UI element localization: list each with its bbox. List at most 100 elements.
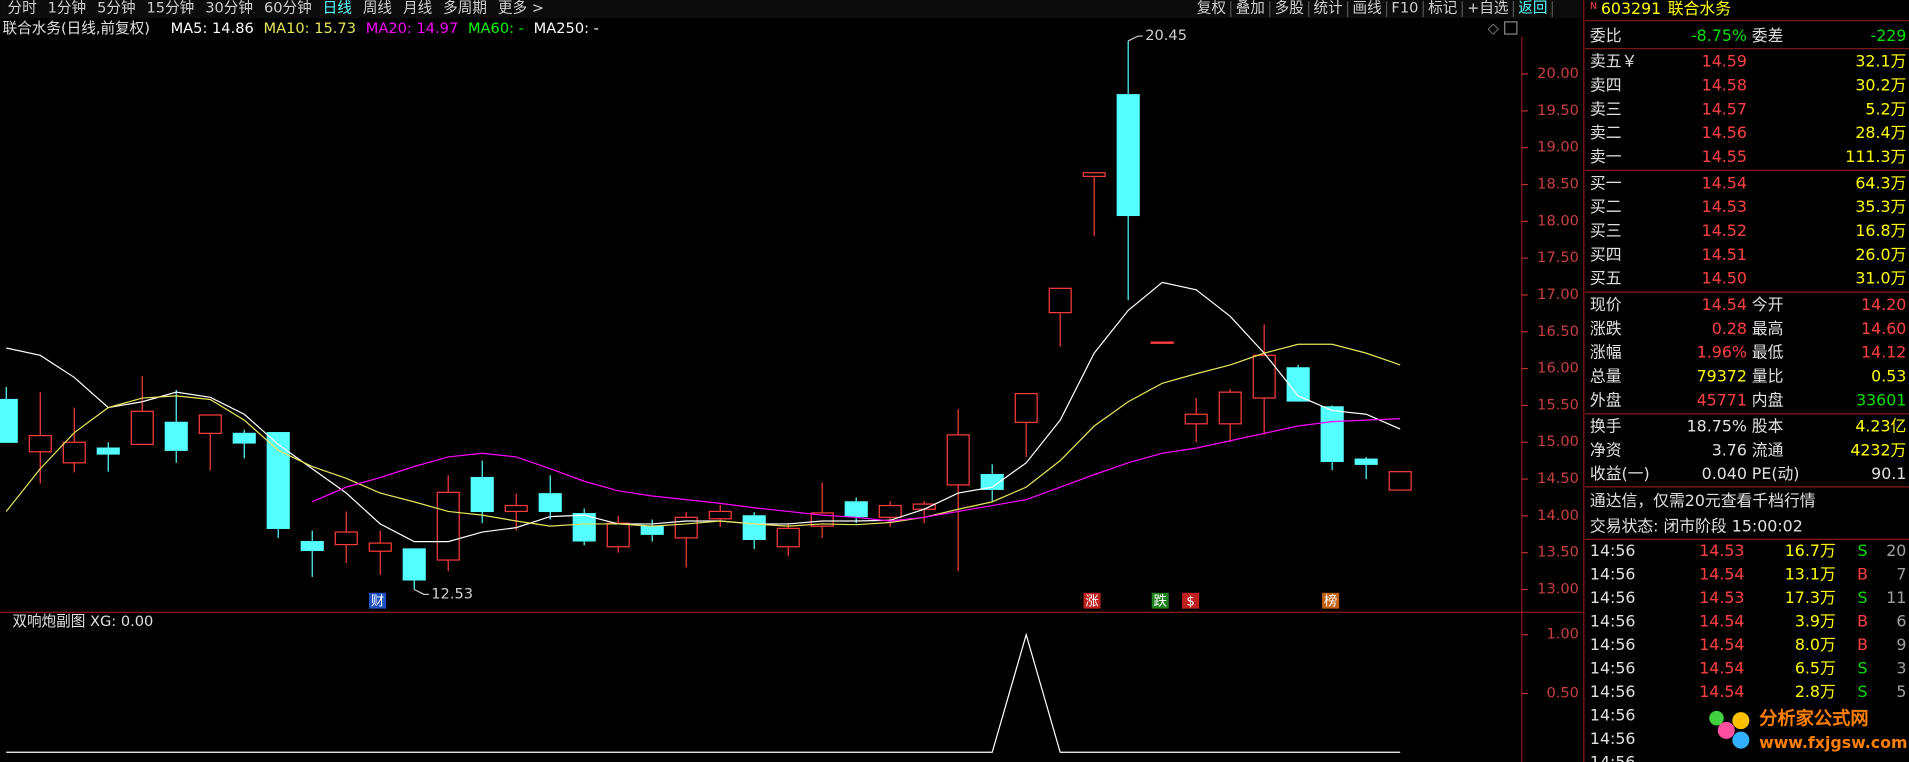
legend-entry: MA250: - bbox=[534, 20, 599, 37]
fund-cell: 净资 bbox=[1590, 440, 1622, 459]
toolbar-strip bbox=[0, 0, 1583, 19]
book-label: 卖四 bbox=[1590, 75, 1622, 94]
tool-button[interactable]: 复权 bbox=[1197, 0, 1227, 17]
candle-body bbox=[844, 501, 868, 518]
candle-body bbox=[402, 548, 426, 581]
fund-cell: 3.76 bbox=[1712, 440, 1747, 459]
book-volume: 32.1万 bbox=[1855, 52, 1906, 71]
trade-cell: 14:56 bbox=[1590, 682, 1636, 701]
tool-button[interactable]: 多股 bbox=[1275, 0, 1305, 17]
trade-cell: 14.53 bbox=[1699, 588, 1744, 607]
candle-body bbox=[164, 421, 188, 451]
period-tab[interactable]: 周线 bbox=[363, 0, 393, 17]
quote-cell: 14.20 bbox=[1861, 295, 1906, 314]
legend-entry: MA10: 15.73 bbox=[264, 20, 356, 37]
event-marker[interactable]: 榜 bbox=[1324, 592, 1337, 609]
quote-cell: 今开 bbox=[1752, 295, 1784, 314]
book-price: 14.54 bbox=[1702, 173, 1747, 192]
tool-button[interactable]: F10 bbox=[1391, 0, 1418, 17]
icon[interactable]: ◇ bbox=[1488, 20, 1500, 37]
notice[interactable]: 通达信，仅需20元查看千档行情 bbox=[1590, 491, 1816, 510]
y-tick-label: 14.50 bbox=[1537, 470, 1579, 487]
trade-cell: 7 bbox=[1896, 564, 1906, 583]
event-marker[interactable]: $ bbox=[1186, 594, 1195, 609]
trade-cell: 16.7万 bbox=[1785, 541, 1836, 560]
book-price: 14.53 bbox=[1702, 197, 1747, 216]
candle-body bbox=[1184, 413, 1208, 425]
trade-cell: S bbox=[1858, 658, 1868, 677]
period-tab[interactable]: 15分钟 bbox=[147, 0, 195, 17]
quote-cell: 1.96% bbox=[1697, 343, 1747, 362]
book-label: 卖一 bbox=[1590, 147, 1622, 166]
period-tab[interactable]: 更多 > bbox=[498, 0, 544, 17]
y-tick-label: 16.00 bbox=[1537, 360, 1579, 377]
book-label: 买五 bbox=[1590, 269, 1622, 288]
y-tick-label: 18.50 bbox=[1537, 176, 1579, 193]
trade-cell: 8.0万 bbox=[1795, 635, 1836, 654]
candle-body bbox=[640, 525, 664, 535]
period-tab[interactable]: 分时 bbox=[7, 0, 37, 17]
legend-entry: MA5: 14.86 bbox=[171, 20, 254, 37]
tool-button[interactable]: 统计 bbox=[1314, 0, 1343, 17]
trade-cell: 3 bbox=[1896, 658, 1906, 677]
book-volume: 64.3万 bbox=[1855, 173, 1906, 192]
ratio-cell: -229 bbox=[1871, 26, 1907, 45]
candle-body bbox=[1048, 287, 1072, 314]
candle-body bbox=[742, 515, 766, 541]
tool-button[interactable]: +自选 bbox=[1467, 0, 1509, 17]
tool-button[interactable]: 画线 bbox=[1352, 0, 1382, 17]
period-tab[interactable]: 30分钟 bbox=[205, 0, 253, 17]
candle-body bbox=[1354, 458, 1378, 465]
period-tab[interactable]: 多周期 bbox=[443, 0, 487, 17]
event-marker[interactable]: 跌 bbox=[1154, 593, 1167, 609]
y-tick-label: 19.00 bbox=[1537, 139, 1579, 156]
quote-cell: 0.28 bbox=[1712, 319, 1747, 338]
event-marker-bg bbox=[1083, 592, 1101, 609]
period-tab[interactable]: 月线 bbox=[403, 0, 433, 17]
event-marker-bg bbox=[1322, 592, 1340, 609]
tool-button[interactable]: 返回 bbox=[1518, 0, 1547, 17]
period-tab[interactable]: 日线 bbox=[323, 0, 353, 17]
tool-button[interactable]: 标记 bbox=[1428, 0, 1458, 17]
tool-button[interactable]: 叠加 bbox=[1236, 0, 1265, 17]
y-tick-label: 18.00 bbox=[1537, 212, 1579, 229]
quote-cell: 14.60 bbox=[1861, 319, 1906, 338]
candle-body bbox=[266, 432, 290, 529]
event-marker[interactable]: 财 bbox=[371, 593, 384, 609]
period-tab[interactable]: 1分钟 bbox=[48, 0, 86, 17]
period-tab[interactable]: 5分钟 bbox=[97, 0, 135, 17]
book-price: 14.58 bbox=[1702, 75, 1747, 94]
y-tick-label: 20.00 bbox=[1537, 65, 1579, 82]
trade-cell: 14.54 bbox=[1699, 658, 1744, 677]
candle-body bbox=[28, 434, 52, 453]
quote-cell: 内盘 bbox=[1752, 390, 1784, 409]
trade-cell: B bbox=[1857, 611, 1868, 630]
trade-cell: 14.54 bbox=[1699, 635, 1744, 654]
y-tick-label: 19.50 bbox=[1537, 102, 1579, 119]
book-label: 买四 bbox=[1590, 245, 1622, 264]
quote-cell: 0.53 bbox=[1871, 367, 1906, 386]
candle-body bbox=[1388, 471, 1412, 491]
period-tab[interactable]: 60分钟 bbox=[264, 0, 312, 17]
book-label: 卖二 bbox=[1590, 123, 1622, 142]
trade-cell: 14:56 bbox=[1590, 564, 1636, 583]
book-volume: 35.3万 bbox=[1855, 197, 1906, 216]
candle-body bbox=[1116, 94, 1140, 217]
icon[interactable] bbox=[1504, 21, 1518, 35]
quote-cell: 总量 bbox=[1590, 367, 1622, 386]
ratio-cell: 委差 bbox=[1752, 26, 1784, 45]
book-price: 14.59 bbox=[1702, 52, 1747, 71]
fund-cell: PE(动) bbox=[1752, 464, 1800, 483]
event-marker[interactable]: 涨 bbox=[1085, 593, 1098, 609]
book-price: 14.52 bbox=[1702, 221, 1747, 240]
candle-body bbox=[1252, 354, 1276, 399]
candle-body bbox=[878, 504, 902, 518]
y-tick-label: 13.50 bbox=[1537, 544, 1579, 561]
indicator-line bbox=[6, 632, 1401, 753]
event-marker-bg bbox=[369, 592, 387, 609]
candle-body bbox=[1150, 341, 1174, 344]
quote-cell: 14.54 bbox=[1702, 295, 1747, 314]
candle-body bbox=[776, 527, 800, 548]
y-tick-label: 16.50 bbox=[1537, 323, 1579, 340]
quote-cell: 涨跌 bbox=[1590, 319, 1622, 338]
